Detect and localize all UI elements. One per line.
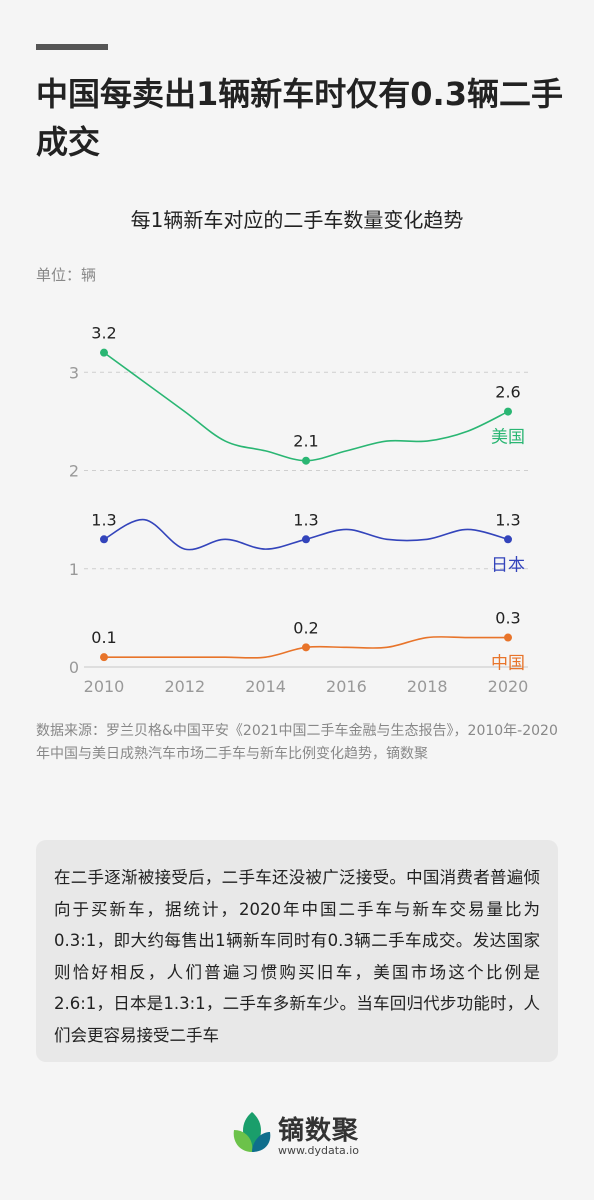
data-point xyxy=(100,653,108,662)
brand-logo: 镝数聚 www.dydata.io xyxy=(230,1108,380,1164)
data-point xyxy=(100,535,108,544)
data-source: 数据来源：罗兰贝格&中国平安《2021中国二手车金融与生态报告》，2010年-2… xyxy=(36,723,558,762)
leaf-icon xyxy=(233,1112,271,1152)
header-accent-bar xyxy=(36,44,108,50)
data-point xyxy=(504,535,512,544)
data-point xyxy=(302,456,310,465)
x-tick-label: 2014 xyxy=(245,677,286,696)
y-tick-label: 2 xyxy=(69,462,79,481)
data-point xyxy=(504,633,512,642)
brand-name: 镝数聚 xyxy=(278,1116,360,1146)
line-chart: 0 1 2 3 2010 2012 2014 2016 2018 2020 3.2 2.1 2.6 美国 1… xyxy=(69,324,529,696)
x-tick-label: 2010 xyxy=(84,677,125,696)
data-label: 1.3 xyxy=(293,510,318,529)
data-label: 2.6 xyxy=(495,383,520,402)
data-point xyxy=(100,348,108,357)
note-text: 在二手逐渐被接受后，二手车还没被广泛接受。中国消费者普遍倾向于买新车，据统计，2… xyxy=(54,868,540,1045)
data-label: 3.2 xyxy=(91,324,116,343)
x-tick-label: 2012 xyxy=(164,677,205,696)
page-headline: 中国每卖出1辆新车时仅有0.3辆二手成交 xyxy=(36,75,563,161)
data-label: 1.3 xyxy=(91,510,116,529)
x-tick-label: 2018 xyxy=(407,677,448,696)
chart-title: 每1辆新车对应的二手车数量变化趋势 xyxy=(130,208,464,232)
y-tick-label: 1 xyxy=(69,560,79,579)
data-label: 0.2 xyxy=(293,618,318,637)
data-label: 2.1 xyxy=(293,432,318,451)
x-tick-label: 2020 xyxy=(488,677,529,696)
series-name-label: 日本 xyxy=(491,555,525,575)
data-label: 1.3 xyxy=(495,510,520,529)
data-point xyxy=(504,407,512,416)
series-name-label: 中国 xyxy=(491,654,525,674)
data-point xyxy=(302,535,310,544)
note-box: 在二手逐渐被接受后，二手车还没被广泛接受。中国消费者普遍倾向于买新车，据统计，2… xyxy=(36,840,558,1062)
x-tick-label: 2016 xyxy=(326,677,367,696)
data-label: 0.3 xyxy=(495,609,520,628)
data-label: 0.1 xyxy=(91,628,116,647)
series-name-label: 美国 xyxy=(491,428,525,448)
unit-label: 单位：辆 xyxy=(36,266,97,284)
data-point xyxy=(302,643,310,652)
y-tick-label: 3 xyxy=(69,363,79,382)
brand-url: www.dydata.io xyxy=(278,1144,360,1157)
y-tick-label: 0 xyxy=(69,658,79,677)
